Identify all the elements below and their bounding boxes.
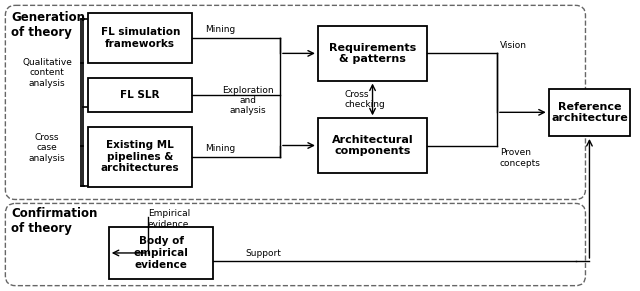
Text: Exploration
and
analysis: Exploration and analysis [222, 86, 274, 115]
Text: Cross
checking: Cross checking [345, 90, 385, 109]
FancyBboxPatch shape [548, 88, 630, 136]
FancyBboxPatch shape [109, 227, 213, 279]
Text: Reference
architecture: Reference architecture [551, 102, 628, 123]
Text: Generation
of theory: Generation of theory [12, 11, 85, 39]
Text: Empirical
evidence: Empirical evidence [148, 210, 190, 229]
FancyBboxPatch shape [318, 26, 428, 81]
Text: Cross
case
analysis: Cross case analysis [29, 133, 65, 163]
Text: Confirmation
of theory: Confirmation of theory [12, 207, 98, 235]
Text: Vision: Vision [500, 41, 527, 50]
FancyBboxPatch shape [88, 78, 193, 112]
FancyBboxPatch shape [88, 13, 193, 63]
Text: Proven
concepts: Proven concepts [500, 148, 541, 168]
Text: Support: Support [245, 249, 281, 258]
Text: Architectural
components: Architectural components [332, 135, 413, 156]
Text: FL SLR: FL SLR [120, 90, 160, 100]
Text: Mining: Mining [205, 144, 236, 153]
Text: Requirements
& patterns: Requirements & patterns [329, 42, 416, 64]
FancyBboxPatch shape [318, 118, 428, 173]
Text: Existing ML
pipelines &
architectures: Existing ML pipelines & architectures [101, 140, 179, 173]
Text: Qualitative
content
analysis: Qualitative content analysis [22, 58, 72, 88]
Text: Mining: Mining [205, 25, 236, 34]
FancyBboxPatch shape [88, 127, 193, 187]
Text: FL simulation
frameworks: FL simulation frameworks [100, 27, 180, 49]
Text: Body of
empirical
evidence: Body of empirical evidence [134, 236, 189, 269]
